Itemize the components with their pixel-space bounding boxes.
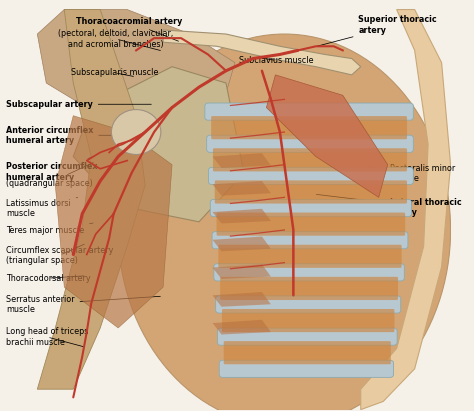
- Polygon shape: [37, 9, 145, 389]
- Text: Long head of triceps
brachii muscle: Long head of triceps brachii muscle: [6, 327, 88, 347]
- FancyBboxPatch shape: [217, 212, 405, 236]
- FancyBboxPatch shape: [210, 199, 411, 217]
- Text: Teres major muscle: Teres major muscle: [6, 223, 93, 236]
- Circle shape: [111, 110, 161, 155]
- Polygon shape: [212, 264, 271, 279]
- Polygon shape: [55, 115, 172, 328]
- FancyBboxPatch shape: [224, 341, 391, 364]
- Ellipse shape: [118, 34, 451, 411]
- Polygon shape: [212, 153, 271, 168]
- Text: Latissimus dorsi
muscle: Latissimus dorsi muscle: [6, 197, 78, 219]
- Text: Thoracoacromial artery: Thoracoacromial artery: [76, 17, 182, 41]
- FancyBboxPatch shape: [218, 328, 397, 345]
- FancyBboxPatch shape: [215, 180, 407, 203]
- Polygon shape: [73, 67, 244, 222]
- FancyBboxPatch shape: [213, 148, 407, 171]
- Text: Superior thoracic
artery: Superior thoracic artery: [316, 15, 437, 46]
- FancyBboxPatch shape: [219, 360, 393, 377]
- FancyBboxPatch shape: [216, 296, 401, 313]
- Text: Subscapular artery: Subscapular artery: [6, 100, 151, 109]
- Polygon shape: [212, 181, 271, 196]
- FancyBboxPatch shape: [209, 167, 413, 185]
- FancyBboxPatch shape: [211, 116, 407, 139]
- Polygon shape: [361, 9, 451, 410]
- Text: Circumflex scapular artery
(triangular space): Circumflex scapular artery (triangular s…: [6, 244, 113, 265]
- Text: Pectoralis minor
muscle: Pectoralis minor muscle: [368, 164, 455, 183]
- FancyBboxPatch shape: [205, 103, 413, 120]
- FancyBboxPatch shape: [212, 232, 408, 249]
- Text: (pectoral, deltoid, clavicular,
and acromial branches): (pectoral, deltoid, clavicular, and acro…: [58, 29, 173, 51]
- FancyBboxPatch shape: [220, 277, 398, 300]
- Text: Posterior circumflex
humeral artery: Posterior circumflex humeral artery: [6, 157, 97, 182]
- Polygon shape: [212, 320, 271, 335]
- Polygon shape: [266, 75, 388, 197]
- Polygon shape: [212, 236, 271, 251]
- Polygon shape: [163, 30, 361, 75]
- FancyBboxPatch shape: [207, 135, 413, 152]
- Text: Anterior circumflex
humeral artery: Anterior circumflex humeral artery: [6, 126, 120, 145]
- Text: Subclavius muscle: Subclavius muscle: [239, 56, 314, 65]
- Text: (quadrangular space): (quadrangular space): [6, 163, 93, 187]
- FancyBboxPatch shape: [214, 264, 404, 281]
- Polygon shape: [212, 292, 271, 307]
- Text: Serratus anterior
muscle: Serratus anterior muscle: [6, 295, 160, 314]
- Text: Lateral thoracic
artery: Lateral thoracic artery: [316, 194, 462, 217]
- FancyBboxPatch shape: [222, 309, 394, 332]
- Text: Subscapularis muscle: Subscapularis muscle: [71, 68, 158, 77]
- Polygon shape: [37, 9, 235, 132]
- Text: Thoracodorsal artery: Thoracodorsal artery: [6, 274, 91, 283]
- Polygon shape: [212, 209, 271, 224]
- FancyBboxPatch shape: [219, 245, 401, 268]
